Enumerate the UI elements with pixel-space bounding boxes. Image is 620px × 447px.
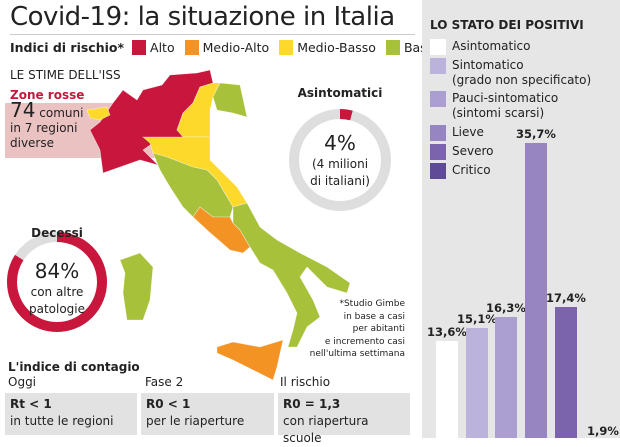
decessi-pct: 84% bbox=[34, 259, 80, 283]
chart-legend-item: Lieve bbox=[430, 125, 484, 141]
note-line: e incremento casi bbox=[324, 336, 405, 347]
legend-label: Indici di rischio* bbox=[10, 40, 125, 55]
legend-swatch bbox=[430, 125, 446, 141]
contagio-box-rischio: R0 = 1,3 con riapertura scuole bbox=[278, 393, 410, 445]
bar-label: 16,3% bbox=[486, 300, 526, 315]
bar-label: 35,7% bbox=[516, 127, 556, 142]
contagio-value: Rt < 1 bbox=[10, 397, 52, 411]
region-sicilia bbox=[216, 339, 284, 381]
decessi-line1: con altre bbox=[30, 285, 84, 299]
contagio-value: R0 = 1,3 bbox=[283, 397, 341, 411]
decessi-title: Decessi bbox=[31, 226, 83, 240]
positivi-chart-panel: LO STATO DEI POSITIVI Asintomatico Sintom… bbox=[422, 0, 620, 438]
legend-label: Pauci-sintomatico bbox=[452, 91, 559, 105]
contagio-box-oggi: Rt < 1 in tutte le regioni bbox=[5, 393, 137, 435]
contagio-desc: con riapertura scuole bbox=[283, 414, 369, 445]
iss-heading: LE STIME DELL'ISS bbox=[10, 68, 121, 82]
zone-rosse-text: 74 comuni in 7 regioni diverse bbox=[10, 100, 120, 151]
region-friuli bbox=[212, 82, 248, 118]
legend-label: Critico bbox=[452, 163, 491, 177]
bar-label: 13,6% bbox=[427, 325, 467, 340]
contagio-label-fase2: Fase 2 bbox=[145, 375, 184, 389]
zone-rosse-line2: in 7 regioni bbox=[10, 121, 78, 135]
zone-rosse-line1: comuni bbox=[35, 106, 84, 120]
contagio-label-oggi: Oggi bbox=[8, 375, 37, 389]
legend-medio-basso: Medio-Basso bbox=[297, 40, 376, 55]
chart-legend-item: Severo bbox=[430, 144, 494, 160]
contagio-value: R0 < 1 bbox=[146, 397, 191, 411]
contagio-label-rischio: Il rischio bbox=[280, 375, 331, 389]
region-south bbox=[232, 202, 351, 348]
chart-legend-item: Pauci-sintomatico (sintomi scarsi) bbox=[430, 91, 558, 121]
bar-label: 17,4% bbox=[546, 291, 586, 306]
asintomatici-line2: di italiani) bbox=[310, 174, 370, 188]
legend-swatch bbox=[430, 163, 446, 179]
bar-label: 15,1% bbox=[457, 311, 497, 326]
note-line: per abitanti bbox=[352, 324, 405, 334]
italy-risk-map bbox=[7, 69, 391, 381]
page-title: Covid-19: la situazione in Italia bbox=[10, 2, 395, 32]
study-note: *Studio Gimbe in base a casi per abitant… bbox=[295, 298, 405, 361]
asintomatici-title: Asintomatici bbox=[297, 86, 383, 100]
contagio-title: L'indice di contagio bbox=[8, 360, 140, 374]
decessi-line2: patologie bbox=[28, 302, 86, 316]
legend-label: (grado non specificato) bbox=[452, 73, 592, 87]
contagio-box-fase2: R0 < 1 per le riaperture bbox=[141, 393, 274, 435]
legend-swatch bbox=[430, 91, 446, 107]
bar-3 bbox=[525, 143, 547, 438]
asintomatici-donut bbox=[289, 109, 391, 211]
decessi-text: 84% con altre patologie bbox=[7, 258, 107, 318]
legend-label: (sintomi scarsi) bbox=[452, 106, 545, 120]
asintomatici-line1: (4 milioni bbox=[311, 157, 369, 171]
zone-rosse-number: 74 bbox=[10, 98, 36, 122]
legend-swatch-medio-basso bbox=[279, 40, 294, 55]
legend-swatch-basso bbox=[385, 40, 400, 55]
chart-legend-item: Critico bbox=[430, 163, 491, 179]
chart-legend-item: Asintomatico bbox=[430, 39, 530, 55]
zone-rosse-title: Zone rosse bbox=[10, 88, 85, 102]
legend-swatch bbox=[430, 39, 446, 55]
note-line: *Studio Gimbe bbox=[339, 299, 405, 309]
legend-label: Sintomatico bbox=[452, 58, 524, 72]
title-divider bbox=[10, 34, 415, 35]
asintomatici-pct: 4% bbox=[324, 131, 356, 155]
legend-swatch-alto bbox=[132, 40, 147, 55]
legend-label: Asintomatico bbox=[452, 39, 531, 53]
bar-label: 1,9% bbox=[587, 424, 619, 438]
legend-label: Lieve bbox=[452, 125, 484, 139]
chart-legend-item: Sintomatico (grado non specificato) bbox=[430, 58, 591, 88]
asintomatici-text: 4% (4 milioni di italiani) bbox=[290, 130, 390, 190]
contagio-desc: in tutte le regioni bbox=[10, 414, 114, 428]
bar-1 bbox=[466, 327, 488, 438]
zone-rosse-line3: diverse bbox=[10, 136, 55, 150]
legend-medio-alto: Medio-Alto bbox=[202, 40, 270, 55]
note-line: nell'ultima settimana bbox=[309, 349, 405, 359]
bar-4 bbox=[555, 307, 577, 438]
legend-label: Severo bbox=[452, 144, 494, 158]
decessi-donut bbox=[7, 232, 107, 332]
bar-2 bbox=[495, 316, 517, 438]
legend-swatch bbox=[430, 58, 446, 74]
legend-swatch bbox=[430, 144, 446, 160]
region-sardegna bbox=[119, 252, 154, 321]
chart-title: LO STATO DEI POSITIVI bbox=[430, 18, 584, 32]
legend-alto: Alto bbox=[150, 40, 175, 55]
contagio-desc: per le riaperture bbox=[146, 414, 245, 428]
legend-swatch-medio-alto bbox=[184, 40, 199, 55]
note-line: in base a casi bbox=[343, 311, 405, 322]
bar-0 bbox=[436, 341, 458, 438]
region-valle-aosta bbox=[86, 106, 111, 121]
